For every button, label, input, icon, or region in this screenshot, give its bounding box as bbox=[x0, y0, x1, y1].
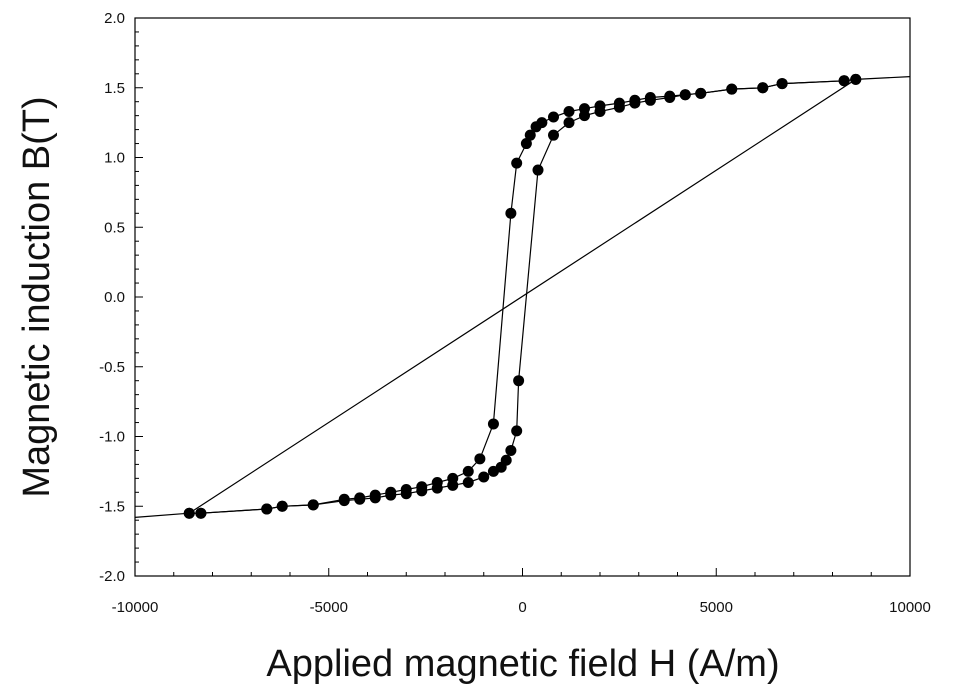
y-tick-label: -2.0 bbox=[99, 568, 125, 585]
x-tick-label: 10000 bbox=[889, 599, 931, 616]
data-point bbox=[548, 111, 559, 123]
data-point bbox=[400, 488, 412, 500]
data-point bbox=[276, 500, 288, 512]
y-tick-label: 1.5 bbox=[104, 80, 125, 97]
data-point bbox=[524, 129, 536, 141]
data-point bbox=[579, 110, 590, 122]
data-point bbox=[511, 157, 523, 169]
x-tick-label: 0 bbox=[518, 599, 526, 616]
data-point bbox=[307, 499, 319, 511]
axis-ticks bbox=[134, 17, 911, 577]
data-point bbox=[532, 164, 544, 176]
data-point bbox=[505, 207, 517, 219]
y-axis-title: Magnetic induction B(T) bbox=[16, 96, 58, 497]
data-point bbox=[195, 507, 207, 519]
series-line bbox=[134, 76, 911, 518]
data-point bbox=[183, 507, 195, 519]
data-point bbox=[369, 492, 381, 504]
data-point bbox=[679, 89, 691, 101]
data-point bbox=[629, 97, 641, 109]
data-point bbox=[513, 375, 525, 387]
data-point bbox=[462, 477, 474, 489]
x-tick-label: -5000 bbox=[310, 599, 348, 616]
data-point bbox=[416, 485, 428, 497]
x-axis-title: Applied magnetic field H (A/m) bbox=[266, 643, 779, 685]
data-point bbox=[695, 87, 707, 99]
data-point bbox=[354, 493, 366, 505]
data-point bbox=[511, 425, 523, 437]
data-point bbox=[431, 482, 443, 494]
data-point bbox=[850, 73, 862, 85]
x-tick-label: 5000 bbox=[700, 599, 733, 616]
data-point bbox=[520, 138, 532, 150]
y-tick-label: 1.0 bbox=[104, 150, 125, 167]
data-point bbox=[594, 105, 606, 117]
data-point bbox=[261, 503, 273, 515]
data-point bbox=[505, 444, 517, 456]
y-tick-label: -1.0 bbox=[99, 429, 125, 446]
y-tick-label: -1.5 bbox=[99, 498, 125, 515]
y-tick-label: 0.5 bbox=[104, 219, 125, 236]
data-point bbox=[757, 82, 769, 94]
data-point bbox=[487, 418, 499, 430]
data-point bbox=[338, 495, 350, 507]
data-point bbox=[644, 94, 656, 106]
y-tick-label: 0.0 bbox=[104, 289, 125, 306]
y-tick-label: 2.0 bbox=[104, 10, 125, 27]
y-tick-label: -0.5 bbox=[99, 359, 125, 376]
series-points bbox=[183, 73, 862, 519]
data-point bbox=[563, 117, 575, 129]
data-point bbox=[487, 465, 499, 477]
data-point bbox=[726, 83, 738, 95]
data-point bbox=[385, 489, 397, 501]
data-point bbox=[462, 465, 474, 477]
data-point bbox=[563, 105, 575, 117]
x-tick-label: -10000 bbox=[112, 599, 159, 616]
data-point bbox=[474, 453, 486, 465]
data-point bbox=[838, 75, 850, 87]
data-point bbox=[548, 129, 559, 141]
data-point bbox=[776, 78, 788, 90]
y-tick-labels: -2.0 -1.5 -1.0 -0.5 0.0 0.5 1.0 1.5 2.0 bbox=[99, 10, 125, 585]
data-point bbox=[536, 117, 548, 129]
data-point bbox=[478, 471, 490, 483]
data-point bbox=[664, 92, 676, 104]
data-point bbox=[447, 479, 459, 491]
x-tick-labels: -10000 -5000 0 5000 10000 bbox=[112, 599, 931, 616]
data-point bbox=[613, 101, 625, 113]
